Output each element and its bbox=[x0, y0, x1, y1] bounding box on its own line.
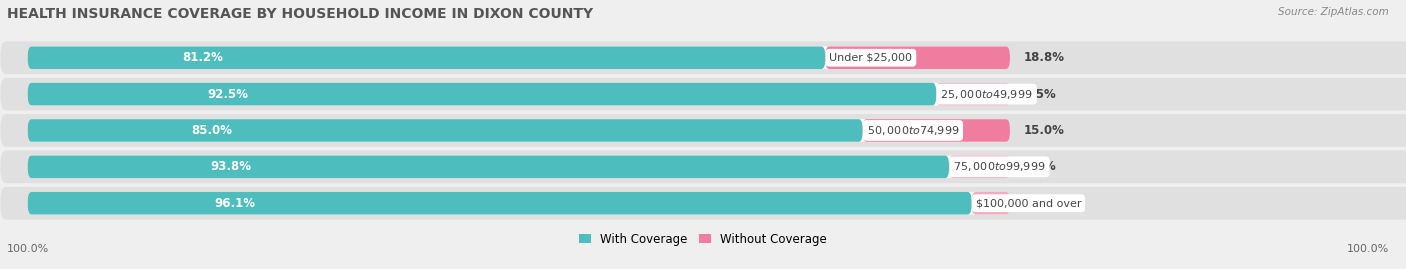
FancyBboxPatch shape bbox=[0, 150, 1406, 183]
FancyBboxPatch shape bbox=[0, 78, 1406, 111]
FancyBboxPatch shape bbox=[28, 47, 1010, 69]
FancyBboxPatch shape bbox=[972, 192, 1010, 214]
Text: HEALTH INSURANCE COVERAGE BY HOUSEHOLD INCOME IN DIXON COUNTY: HEALTH INSURANCE COVERAGE BY HOUSEHOLD I… bbox=[7, 7, 593, 21]
Text: Source: ZipAtlas.com: Source: ZipAtlas.com bbox=[1278, 7, 1389, 17]
FancyBboxPatch shape bbox=[949, 155, 1010, 178]
FancyBboxPatch shape bbox=[0, 41, 1406, 74]
Text: 85.0%: 85.0% bbox=[191, 124, 232, 137]
FancyBboxPatch shape bbox=[0, 114, 1406, 147]
Text: 18.8%: 18.8% bbox=[1024, 51, 1064, 64]
FancyBboxPatch shape bbox=[825, 47, 1010, 69]
FancyBboxPatch shape bbox=[28, 83, 936, 105]
Legend: With Coverage, Without Coverage: With Coverage, Without Coverage bbox=[574, 228, 832, 250]
Text: 81.2%: 81.2% bbox=[183, 51, 224, 64]
FancyBboxPatch shape bbox=[28, 155, 949, 178]
FancyBboxPatch shape bbox=[28, 47, 825, 69]
Text: 3.9%: 3.9% bbox=[1024, 197, 1056, 210]
Text: 100.0%: 100.0% bbox=[1347, 244, 1389, 254]
Text: $25,000 to $49,999: $25,000 to $49,999 bbox=[941, 88, 1033, 101]
Text: 15.0%: 15.0% bbox=[1024, 124, 1064, 137]
FancyBboxPatch shape bbox=[28, 119, 863, 142]
Text: $50,000 to $74,999: $50,000 to $74,999 bbox=[866, 124, 959, 137]
FancyBboxPatch shape bbox=[28, 192, 972, 214]
Text: 96.1%: 96.1% bbox=[215, 197, 256, 210]
Text: 100.0%: 100.0% bbox=[7, 244, 49, 254]
FancyBboxPatch shape bbox=[936, 83, 1010, 105]
Text: 93.8%: 93.8% bbox=[209, 160, 250, 173]
FancyBboxPatch shape bbox=[28, 192, 1010, 214]
Text: 7.5%: 7.5% bbox=[1024, 88, 1056, 101]
FancyBboxPatch shape bbox=[28, 155, 1010, 178]
Text: $75,000 to $99,999: $75,000 to $99,999 bbox=[953, 160, 1046, 173]
FancyBboxPatch shape bbox=[863, 119, 1010, 142]
Text: Under $25,000: Under $25,000 bbox=[830, 53, 912, 63]
Text: $100,000 and over: $100,000 and over bbox=[976, 198, 1081, 208]
Text: 92.5%: 92.5% bbox=[207, 88, 247, 101]
FancyBboxPatch shape bbox=[28, 83, 1010, 105]
Text: 6.2%: 6.2% bbox=[1024, 160, 1056, 173]
FancyBboxPatch shape bbox=[28, 119, 1010, 142]
FancyBboxPatch shape bbox=[0, 187, 1406, 220]
